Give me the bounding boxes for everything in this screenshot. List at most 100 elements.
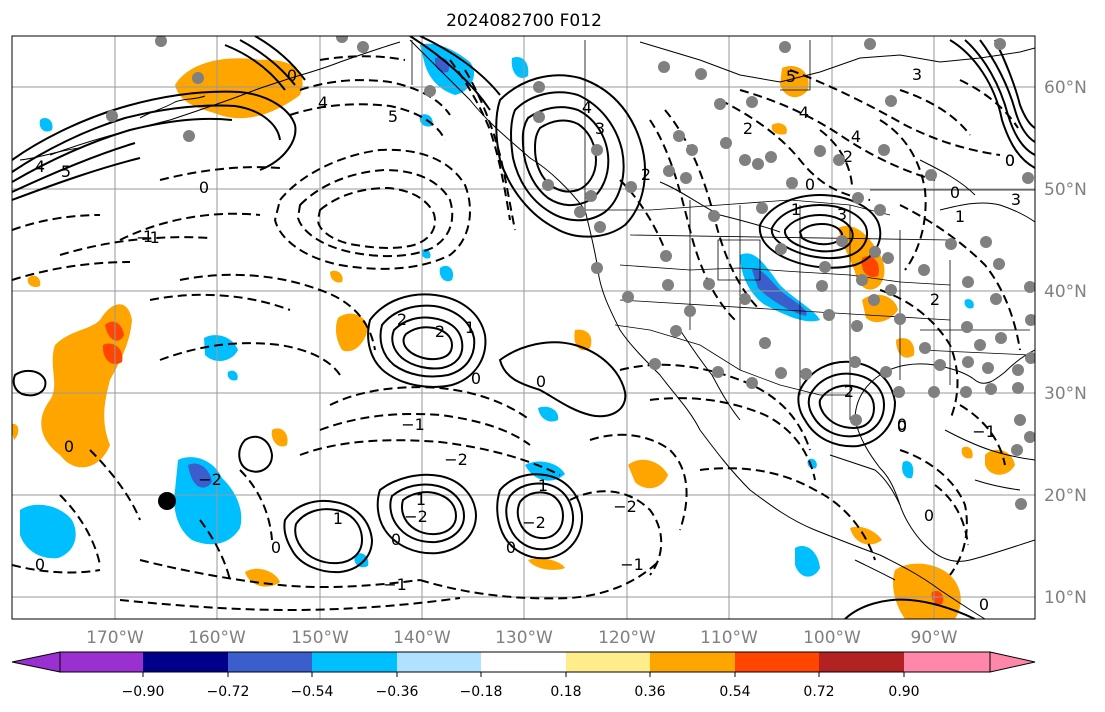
colorbar-segment bbox=[650, 652, 735, 672]
colorbar-tick-label: 0.90 bbox=[888, 684, 919, 700]
lat-label-20n: 20°N bbox=[1044, 486, 1087, 506]
contour-label: −1 bbox=[383, 575, 407, 594]
colorbar-tick-label: −0.72 bbox=[207, 684, 250, 700]
lon-label-160w: 160°W bbox=[188, 628, 246, 648]
lat-label-40n: 40°N bbox=[1044, 282, 1087, 302]
lon-label-150w: 150°W bbox=[291, 628, 349, 648]
contour-label: 0 bbox=[897, 417, 907, 436]
contour-label: 2 bbox=[435, 322, 445, 341]
contour-label: −1 bbox=[401, 415, 425, 434]
colorbar-segment bbox=[60, 652, 143, 672]
lon-label-140w: 140°W bbox=[393, 628, 451, 648]
colorbar-segment bbox=[397, 652, 481, 672]
longitude-axis-labels: 170°W 160°W 150°W 140°W 130°W 120°W 110°… bbox=[86, 628, 958, 648]
contour-label: 0 bbox=[979, 595, 989, 614]
contour-label: 2 bbox=[843, 147, 853, 166]
contour-label: 5 bbox=[786, 67, 796, 86]
station-markers bbox=[106, 36, 1035, 510]
contour-label: 1 bbox=[416, 490, 426, 509]
contour-label: 4 bbox=[799, 103, 809, 122]
contour-label: 0 bbox=[897, 415, 907, 434]
contour-label: 1 bbox=[538, 476, 548, 495]
colorbar-tick-label: −0.36 bbox=[376, 684, 419, 700]
contour-label: 0 bbox=[199, 178, 209, 197]
colorbar-segment bbox=[735, 652, 819, 672]
contour-label: 2 bbox=[641, 165, 651, 184]
contour-label: 0 bbox=[805, 175, 815, 194]
contour-label: 0 bbox=[271, 538, 281, 557]
contour-label: 5 bbox=[61, 162, 71, 181]
colorbar-segment bbox=[228, 652, 312, 672]
contour-label: −2 bbox=[404, 507, 428, 526]
colorbar-tick-label: 0.54 bbox=[719, 684, 750, 700]
contour-label: 1 bbox=[465, 318, 475, 337]
lon-label-100w: 100°W bbox=[803, 628, 861, 648]
map-frame bbox=[11, 35, 1036, 620]
contour-label: 0 bbox=[287, 66, 297, 85]
colorbar-segment bbox=[312, 652, 397, 672]
contour-label: 1 bbox=[143, 227, 153, 246]
colorbar-upper-extend bbox=[989, 651, 1036, 673]
contour-label: −2 bbox=[522, 513, 546, 532]
contour-labels: 5 4 0 5 4 −1 0 4 3 2 5 4 2 4 2 0 1 3 0 1… bbox=[35, 65, 1021, 614]
contour-label: 0 bbox=[64, 437, 74, 456]
contour-label: −1 bbox=[972, 422, 996, 441]
lon-label-120w: 120°W bbox=[598, 628, 656, 648]
colorbar-segment bbox=[481, 652, 566, 672]
colorbar-tick-label: −0.18 bbox=[460, 684, 503, 700]
latitude-axis-labels: 60°N 50°N 40°N 30°N 20°N 10°N bbox=[1044, 78, 1087, 608]
lat-label-30n: 30°N bbox=[1044, 384, 1087, 404]
contour-label: 0 bbox=[1005, 151, 1015, 170]
colorbar-outline bbox=[59, 651, 991, 673]
contour-label: 4 bbox=[35, 157, 45, 176]
contour-label: 3 bbox=[595, 119, 605, 138]
contour-label: 0 bbox=[35, 555, 45, 574]
lon-label-110w: 110°W bbox=[700, 628, 758, 648]
contour-label: 0 bbox=[950, 183, 960, 202]
contour-label: 3 bbox=[1011, 190, 1021, 209]
contour-label: 1 bbox=[955, 207, 965, 226]
contour-label: 4 bbox=[318, 93, 328, 112]
colorbar-tick-label: −0.90 bbox=[122, 684, 165, 700]
contour-label: 0 bbox=[1005, 151, 1015, 170]
colorbar-tick-label: 0.18 bbox=[550, 684, 581, 700]
colorbar-ticks: −0.90 −0.72 −0.54 −0.36 −0.18 0.18 0.36 0.54 0.7… bbox=[122, 672, 920, 700]
colorbar: −0.90 −0.72 −0.54 −0.36 −0.18 0.18 0.36 0.54 0.7… bbox=[11, 651, 1036, 700]
lat-label-50n: 50°N bbox=[1044, 180, 1087, 200]
contour-label: 4 bbox=[582, 98, 592, 117]
colorbar-segment bbox=[566, 652, 650, 672]
contour-label: 0 bbox=[391, 530, 401, 549]
colorbar-tick-label: −0.54 bbox=[291, 684, 334, 700]
graticule-grid bbox=[12, 36, 1035, 619]
colorbar-tick-label: 0.36 bbox=[634, 684, 665, 700]
contour-label: 3 bbox=[912, 65, 922, 84]
colorbar-segment bbox=[904, 652, 990, 672]
colorbar-segments bbox=[60, 652, 990, 672]
contour-label: 0 bbox=[924, 506, 934, 525]
lat-label-10n: 10°N bbox=[1044, 588, 1087, 608]
contour-label: −2 bbox=[198, 470, 222, 489]
contour-label: 3 bbox=[837, 205, 847, 224]
contour-label: 0 bbox=[506, 538, 516, 557]
lon-label-90w: 90°W bbox=[911, 628, 958, 648]
contour-label: 2 bbox=[397, 310, 407, 329]
contour-label: −1 bbox=[136, 228, 160, 247]
lon-label-130w: 130°W bbox=[495, 628, 553, 648]
contour-label: −2 bbox=[613, 497, 637, 516]
contour-label: 2 bbox=[743, 119, 753, 138]
lat-label-60n: 60°N bbox=[1044, 78, 1087, 98]
colorbar-segment bbox=[819, 652, 904, 672]
contour-label: 0 bbox=[536, 372, 546, 391]
contour-label: 2 bbox=[844, 382, 854, 401]
colorbar-lower-extend bbox=[11, 651, 61, 673]
contour-label: 1 bbox=[333, 509, 343, 528]
contour-label: 5 bbox=[388, 107, 398, 126]
negative-contours bbox=[12, 55, 1021, 612]
contour-label: 4 bbox=[851, 127, 861, 146]
contour-label: 0 bbox=[471, 369, 481, 388]
contour-label: 2 bbox=[930, 290, 940, 309]
political-borders bbox=[411, 40, 1035, 420]
map-title: 2024082700 F012 bbox=[446, 11, 602, 31]
positive-anomaly-shading bbox=[12, 58, 1015, 619]
